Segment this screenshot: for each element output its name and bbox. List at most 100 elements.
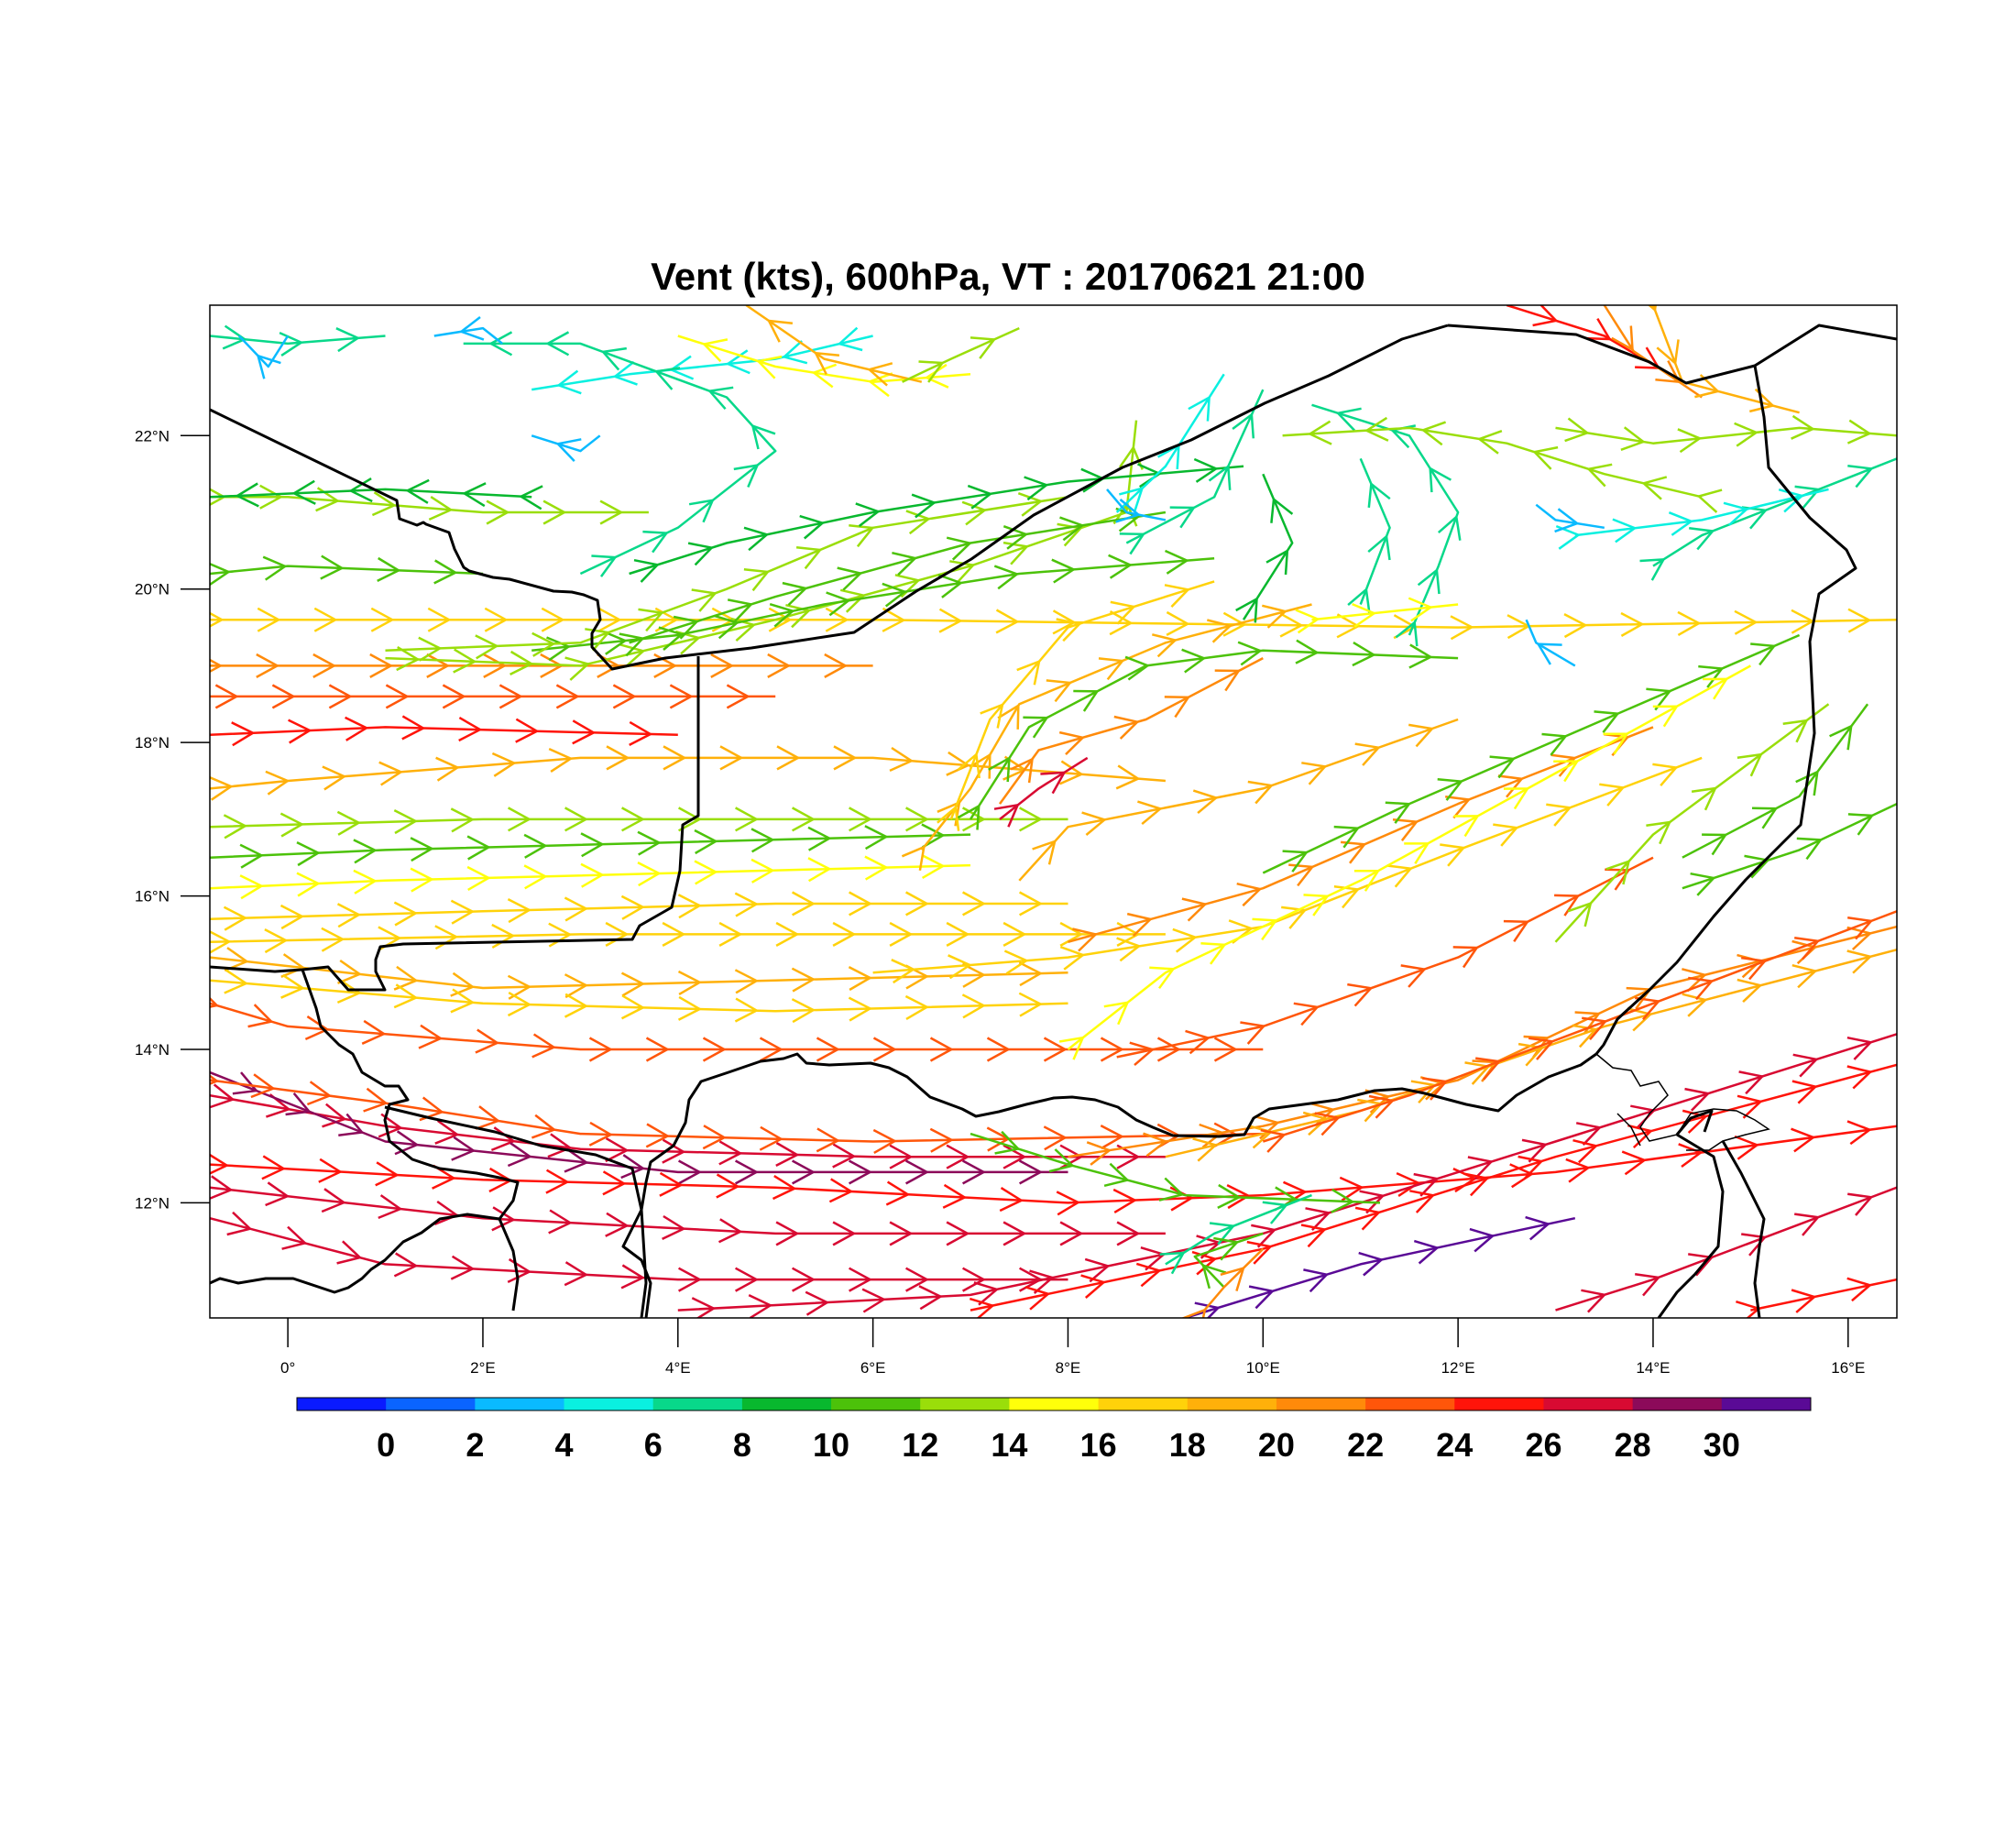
streamline [1555, 1186, 1897, 1313]
streamline [1603, 305, 1703, 399]
wind-chevron [1300, 1224, 1327, 1248]
wind-chevron [1554, 508, 1580, 533]
wind-chevron [418, 636, 443, 662]
wind-chevron [378, 1113, 403, 1138]
wind-chevron [961, 993, 987, 1019]
wind-chevron [767, 653, 792, 678]
wind-chevron [848, 996, 873, 1022]
colorbar-label: 20 [1258, 1426, 1295, 1464]
wind-chevron [210, 1074, 220, 1085]
wind-chevron [1528, 1037, 1555, 1060]
wind-chevron [1135, 1262, 1162, 1288]
wind-chevron [620, 1264, 646, 1290]
wind-chevron [1056, 618, 1082, 642]
wind-chevron [1688, 1253, 1715, 1277]
wind-chevron [1265, 548, 1289, 576]
streamline-path [1525, 619, 1576, 667]
streamline [1555, 414, 1897, 454]
wind-chevron [885, 1180, 911, 1206]
wind-chevron [1521, 1138, 1548, 1163]
wind-chevron [223, 814, 248, 840]
wind-chevron [901, 845, 926, 872]
wind-chevron [1331, 1188, 1355, 1213]
wind-chevron [663, 745, 687, 771]
wind-chevron [962, 891, 987, 916]
wind-chevron [718, 1140, 743, 1166]
streamline [210, 324, 386, 357]
wind-chevron [1553, 760, 1580, 783]
streamline-path [1018, 718, 1459, 882]
wind-chevron [337, 959, 363, 984]
wind-chevron [612, 684, 637, 709]
wind-chevron [484, 607, 509, 632]
wind-chevron [718, 1218, 743, 1244]
wind-chevron [336, 1240, 363, 1265]
wind-chevron [619, 643, 646, 668]
wind-chevron [792, 1159, 816, 1185]
wind-chevron [1192, 1137, 1219, 1162]
wind-chevron [864, 855, 889, 881]
wind-chevron [937, 574, 964, 598]
wind-chevron [1646, 687, 1672, 711]
wind-chevron [597, 607, 622, 632]
wind-chevron [1209, 1222, 1236, 1246]
wind-chevron [1156, 1037, 1181, 1062]
streamline-path [1311, 603, 1459, 621]
wind-chevron [1408, 723, 1435, 748]
wind-chevron [1347, 587, 1371, 614]
wind-chevron [669, 684, 694, 709]
wind-chevron [678, 1267, 703, 1292]
wind-chevron [572, 719, 597, 745]
streamline-path [872, 756, 1703, 974]
lake-chad [1595, 1053, 1770, 1151]
wind-chevron [1339, 1176, 1364, 1202]
wind-chevron [210, 930, 232, 954]
wind-chevron [1635, 996, 1661, 1021]
wind-chevron [548, 922, 573, 948]
streamline [210, 969, 1068, 1024]
wind-chevron [1734, 1135, 1759, 1160]
wind-chevron [1611, 325, 1634, 352]
wind-chevron [1112, 1188, 1138, 1213]
wind-chevron [973, 1281, 1000, 1306]
wind-chevron [653, 367, 681, 390]
wind-chevron [475, 1105, 501, 1130]
wind-chevron [1736, 1301, 1761, 1318]
wind-chevron [1422, 1077, 1449, 1101]
wind-chevron [515, 718, 540, 743]
streamline [619, 507, 1167, 657]
wind-chevron [612, 360, 638, 386]
wind-chevron [285, 1092, 312, 1116]
wind-chevron [426, 653, 451, 678]
wind-chevron [1702, 833, 1728, 856]
wind-chevron [507, 1142, 532, 1168]
wind-chevron [776, 745, 801, 771]
wind-chevron [1689, 526, 1715, 551]
wind-chevron [1639, 558, 1666, 581]
country-borders [210, 324, 1897, 1318]
wind-chevron [1489, 755, 1516, 779]
wind-chevron [1019, 1159, 1044, 1185]
wind-chevron [507, 974, 532, 1000]
streamline-path [1506, 305, 1683, 383]
wind-chevron [911, 493, 937, 519]
wind-chevron [811, 363, 838, 389]
wind-chevron [662, 921, 686, 947]
wind-chevron [1279, 612, 1304, 638]
lon-tick-label: 12°E [1441, 1359, 1475, 1377]
streamline-path [1555, 1186, 1897, 1312]
streamline-path [1750, 1278, 1897, 1312]
streamline [1347, 457, 1391, 614]
wind-chevron [1058, 760, 1084, 785]
wind-chevron [499, 684, 523, 709]
wind-chevron [1847, 608, 1872, 633]
wind-chevron [768, 607, 793, 632]
wind-chevron [1682, 1109, 1709, 1134]
lat-tick-label: 14°N [135, 1041, 170, 1059]
wind-chevron [338, 1113, 365, 1136]
wind-chevron [531, 631, 556, 657]
wind-chevron [734, 997, 760, 1023]
wind-chevron [905, 510, 931, 535]
streamline [1535, 503, 1605, 533]
wind-chevron [1359, 1190, 1386, 1214]
